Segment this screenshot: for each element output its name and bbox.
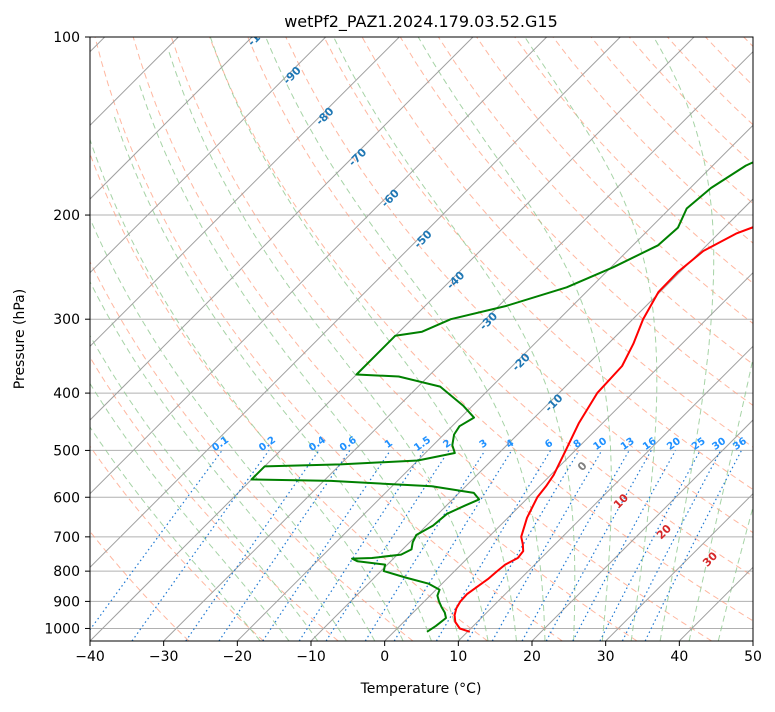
x-tick-label: 50 [744,649,762,665]
y-tick-label: 800 [53,564,80,580]
x-axis-label: Temperature (°C) [360,681,482,697]
chart-title: wetPf2_PAZ1.2024.179.03.52.G15 [284,12,558,32]
x-tick-label: −10 [296,649,326,665]
x-tick-label: −30 [149,649,179,665]
x-tick-label: 20 [523,649,541,665]
y-tick-label: 700 [53,530,80,546]
y-axis-label: Pressure (hPa) [12,289,28,389]
x-tick-label: −20 [223,649,253,665]
y-tick-label: 200 [53,208,80,224]
x-tick-label: 40 [670,649,688,665]
x-tick-label: 30 [597,649,615,665]
y-tick-label: 500 [53,443,80,459]
y-tick-label: 100 [53,30,80,46]
x-tick-label: −40 [75,649,105,665]
y-tick-label: 400 [53,386,80,402]
y-tick-label: 300 [53,312,80,328]
x-tick-label: 0 [380,649,389,665]
x-tick-label: 10 [449,649,467,665]
y-tick-label: 1000 [44,621,80,637]
y-tick-label: 900 [53,594,80,610]
y-tick-label: 600 [53,490,80,506]
